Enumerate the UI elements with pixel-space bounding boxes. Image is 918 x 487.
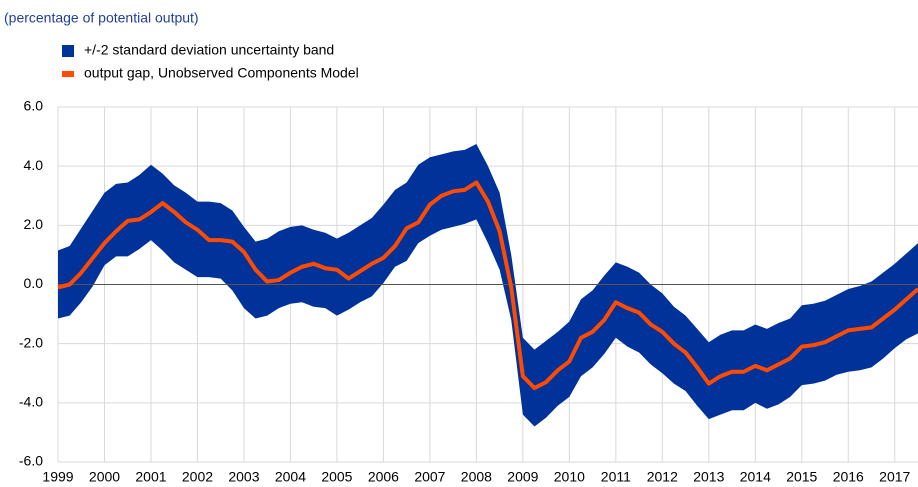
x-tick-label: 2017 [879,469,910,485]
x-tick-label: 2000 [89,469,120,485]
x-tick-label: 2004 [275,469,306,485]
y-tick-label: 6.0 [24,98,44,114]
y-tick-label: 2.0 [24,216,44,232]
y-tick-label: -2.0 [19,334,43,350]
x-tick-label: 2013 [693,469,724,485]
x-tick-label: 2010 [554,469,585,485]
x-tick-label: 2007 [414,469,445,485]
x-tick-label: 2016 [833,469,864,485]
x-tick-label: 2012 [647,469,678,485]
x-tick-label: 2011 [601,469,631,485]
y-tick-label: -4.0 [19,394,43,410]
x-tick-label: 2015 [786,469,817,485]
legend-swatch [62,45,74,57]
output-gap-line [57,180,918,391]
x-tick-label: 2008 [461,469,492,485]
plot [57,143,918,427]
legend: +/-2 standard deviation uncertainty band… [62,42,359,81]
x-tick-label: 2006 [368,469,399,485]
legend-label: output gap, Unobserved Components Model [84,65,359,81]
x-tick-label: 1999 [42,469,73,485]
x-tick-label: 2001 [135,469,166,485]
x-tick-label: 2003 [228,469,259,485]
y-tick-label: 0.0 [24,275,44,291]
x-tick-label: 2014 [740,469,771,485]
y-tick-label: 4.0 [24,157,44,173]
legend-swatch [62,71,74,77]
chart-subtitle: (percentage of potential output) [4,10,199,26]
x-tick-label: 2002 [182,469,213,485]
uncertainty-band [58,143,918,427]
x-tick-label: 2005 [321,469,352,485]
x-tick-label: 2009 [507,469,538,485]
y-tick-label: -6.0 [19,453,43,469]
legend-label: +/-2 standard deviation uncertainty band [84,42,334,58]
